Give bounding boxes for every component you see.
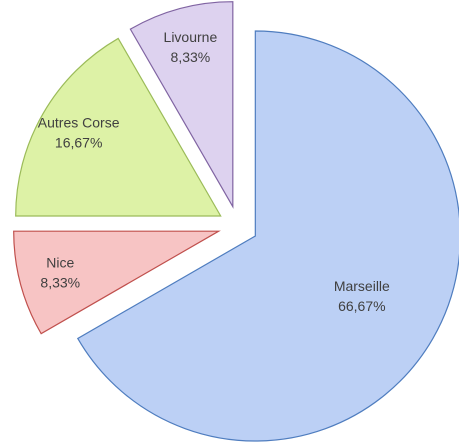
slice-label: Marseille <box>334 278 390 294</box>
pie-slice <box>129 1 234 209</box>
pie-slice <box>13 230 221 335</box>
slice-value-label: 16,67% <box>55 135 102 151</box>
slice-label: Autres Corse <box>38 115 120 131</box>
slice-label: Livourne <box>164 29 218 45</box>
pie-slice <box>15 37 222 217</box>
slice-label: Nice <box>46 254 74 270</box>
pie-slice <box>76 30 459 442</box>
slice-value-label: 8,33% <box>40 274 80 290</box>
slice-value-label: 8,33% <box>171 49 211 65</box>
slice-value-label: 66,67% <box>338 298 385 314</box>
